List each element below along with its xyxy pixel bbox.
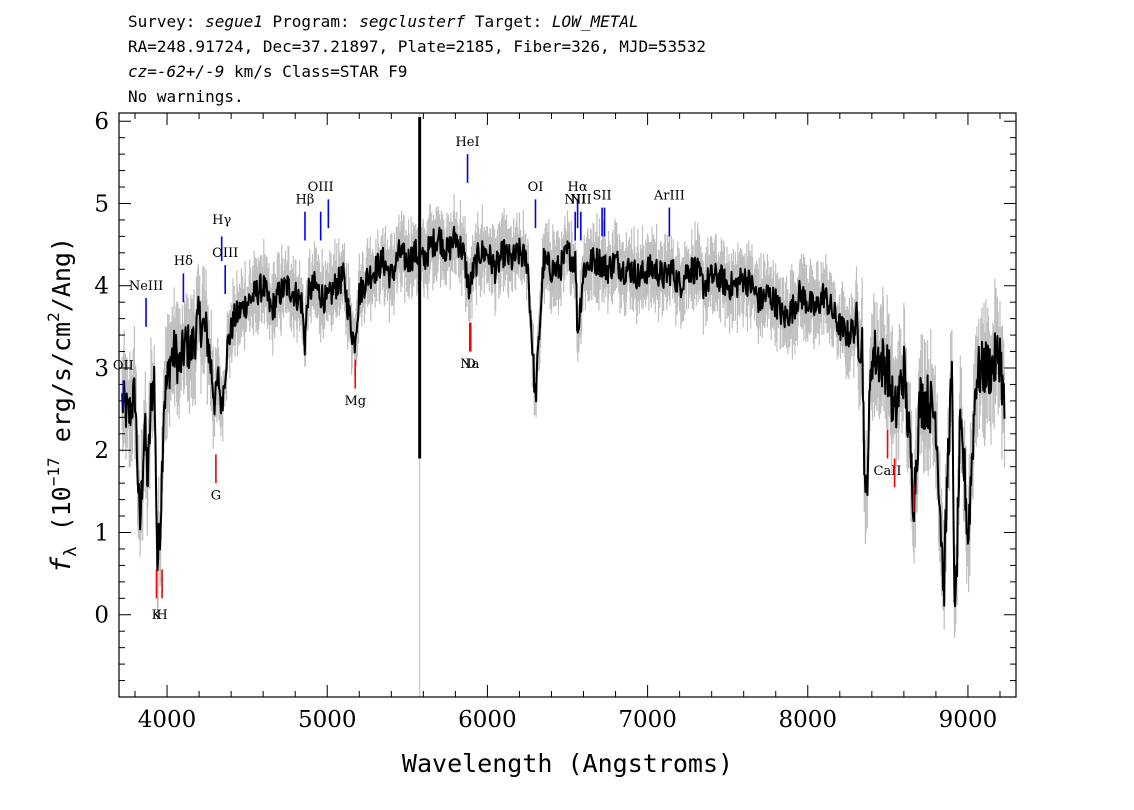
emission-line-label: Hα	[568, 180, 588, 195]
absorption-line-label: Na	[460, 357, 479, 372]
ylabel-f: f	[46, 556, 77, 573]
y-tick-label: 6	[94, 109, 109, 135]
x-tick-label: 6000	[458, 707, 517, 733]
emission-line-label: OIII	[212, 246, 238, 261]
ylabel-close: /Ang)	[47, 237, 76, 312]
ylabel-exp: −17	[44, 457, 63, 486]
emission-line-label: NeIII	[129, 279, 163, 294]
header-line-2: RA=248.91724, Dec=37.21897, Plate=2185, …	[128, 37, 706, 56]
emission-line-label: SII	[593, 188, 612, 203]
absorption-line-label: Mg	[344, 394, 366, 409]
x-tick-label: 7000	[618, 707, 677, 733]
emission-line-label: Hγ	[212, 213, 231, 228]
emission-line-label: NII	[570, 192, 592, 207]
emission-line-label: Hβ	[296, 192, 315, 207]
header-line-3: cz=-62+/-9 km/s Class=STAR F9	[128, 62, 407, 82]
absorption-line-label: G	[211, 489, 221, 504]
absorption-line-label: D	[466, 357, 476, 372]
ylabel-sub: λ	[61, 546, 81, 556]
absorption-line-label: H	[156, 608, 167, 623]
target-value: LOW_METAL	[551, 12, 639, 31]
plot-frame	[118, 112, 1017, 698]
emission-line-label: OI	[528, 180, 544, 195]
y-axis-label: fλ (10−17 erg/s/cm2/Ang)	[44, 237, 81, 573]
y-axis-label-text: fλ (10−17 erg/s/cm2/Ang)	[44, 237, 81, 573]
x-tick-label: 8000	[778, 707, 837, 733]
header-line-1: Survey: segue1 Program: segclusterf Targ…	[128, 12, 639, 32]
x-tick-label: 9000	[939, 707, 998, 733]
x-tick-label: 5000	[298, 707, 357, 733]
y-tick-label: 2	[94, 438, 109, 464]
spectrum-line	[121, 225, 1006, 608]
emission-line-label: HeI	[455, 135, 479, 150]
y-tick-label: 4	[94, 274, 109, 300]
x-axis-label: Wavelength (Angstroms)	[402, 749, 733, 778]
class-value: km/s Class=STAR F9	[224, 62, 408, 81]
y-tick-label: 0	[94, 603, 109, 629]
ylabel-exp2: 2	[44, 312, 63, 322]
emission-line-label: OIII	[308, 180, 334, 195]
absorption-line-label: CaII	[874, 464, 902, 479]
y-tick-label: 5	[94, 191, 109, 217]
program-label: Program:	[272, 12, 350, 31]
emission-line-label: NII	[564, 192, 586, 207]
header-line-4: No warnings.	[128, 87, 244, 106]
target-label: Target:	[474, 12, 543, 31]
y-tick-label: 3	[94, 356, 109, 382]
emission-line-label: ArIII	[653, 188, 685, 203]
absorption-line-label: K	[152, 608, 162, 623]
survey-label: Survey:	[128, 12, 196, 31]
emission-line-label: Hδ	[174, 254, 193, 269]
ylabel-open: (10	[47, 486, 76, 546]
emission-line-label: OII	[113, 359, 134, 374]
survey-value: segue1	[205, 12, 263, 31]
y-tick-label: 1	[94, 520, 109, 546]
program-value: segclusterf	[359, 12, 466, 31]
x-tick-label: 4000	[138, 707, 197, 733]
redshift-value: cz=-62+/-9	[128, 62, 225, 81]
ylabel-mid: erg/s/cm	[47, 322, 76, 457]
